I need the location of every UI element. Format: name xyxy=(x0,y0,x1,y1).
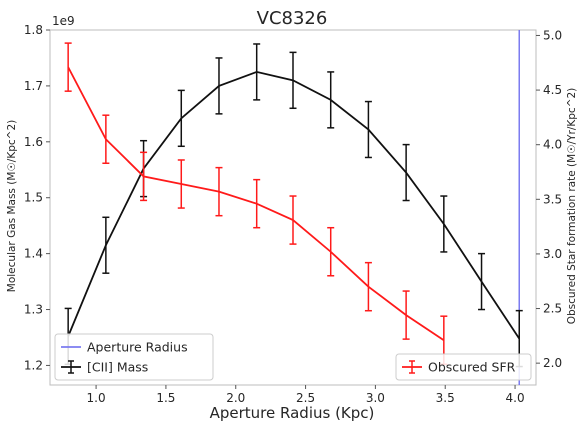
error-bar-cii-mass xyxy=(364,100,372,159)
legend-label: [CII] Mass xyxy=(87,360,148,375)
error-bar-obscured-sfr xyxy=(140,151,148,202)
y-left-tick-label: 1.5 xyxy=(24,191,43,205)
error-bar-cii-mass xyxy=(478,252,486,311)
legend: Obscured SFR xyxy=(395,353,532,381)
error-bar-cii-mass xyxy=(177,89,185,148)
y-right-tick-label: 5.0 xyxy=(543,28,562,42)
error-bar-obscured-sfr xyxy=(253,178,261,229)
plot-area: 1.0 1.5 2.0 2.5 3.0 3.5 4.0 1.2 1.3 1.4 1.5 1.6 1.7 1… xyxy=(24,23,562,405)
x-tick-label: 3.5 xyxy=(436,391,455,405)
y-right-tick-label: 2.0 xyxy=(543,356,562,370)
y-right-tick-label: 3.5 xyxy=(543,192,562,206)
y-left-tick-label: 1.8 xyxy=(24,23,43,37)
y-left-tick-label: 1.7 xyxy=(24,79,43,93)
error-bar-cii-mass xyxy=(440,195,448,253)
error-bar-obscured-sfr xyxy=(215,166,223,217)
error-bar-cii-mass xyxy=(402,143,410,202)
x-tick-label: 4.0 xyxy=(506,391,525,405)
error-bar-cii-mass xyxy=(215,57,223,115)
error-bar-obscured-sfr xyxy=(289,195,297,245)
legend-label: Aperture Radius xyxy=(87,340,188,355)
error-bar-obscured-sfr xyxy=(102,114,110,165)
y-right-tick-label: 4.5 xyxy=(543,83,562,97)
error-bar-obscured-sfr xyxy=(402,290,410,340)
y-axis-label-right: Obscured Star formation rate (M☉/Yr/Kpc^… xyxy=(566,88,578,325)
error-bar-cii-mass xyxy=(102,216,110,274)
x-tick-label: 1.0 xyxy=(87,391,106,405)
x-tick-label: 3.0 xyxy=(366,391,385,405)
error-bar-obscured-sfr xyxy=(177,159,185,209)
y-axis-label-left: Molecular Gas Mass (M☉/Kpc^2) xyxy=(6,120,18,292)
y-right-tick-label: 3.0 xyxy=(543,247,562,261)
legend-box xyxy=(54,333,214,381)
error-bar-cii-mass xyxy=(289,51,297,110)
y-right-tick-label: 2.5 xyxy=(543,302,562,316)
y-left-tick-label: 1.4 xyxy=(24,247,43,261)
legend-label: Obscured SFR xyxy=(428,360,516,375)
y-right-tick-label: 4.0 xyxy=(543,138,562,152)
x-tick-label: 2.5 xyxy=(296,391,315,405)
y-offset-text: 1e9 xyxy=(52,14,75,28)
y-left-tick-label: 1.2 xyxy=(24,358,43,372)
x-tick-label: 1.5 xyxy=(156,391,175,405)
error-bar-cii-mass xyxy=(327,71,335,129)
error-bar-obscured-sfr xyxy=(327,226,335,277)
error-bar-cii-mass xyxy=(253,43,261,101)
legend: Aperture Radius [CII] Mass xyxy=(54,333,214,381)
x-tick-label: 2.0 xyxy=(226,391,245,405)
y-left-tick-label: 1.3 xyxy=(24,303,43,317)
x-axis-label: Aperture Radius (Kpc) xyxy=(210,404,375,422)
y-left-tick-label: 1.6 xyxy=(24,135,43,149)
legend-box xyxy=(395,353,532,381)
chart-title: VC8326 xyxy=(257,8,328,29)
error-bar-obscured-sfr xyxy=(64,42,72,92)
error-bar-obscured-sfr xyxy=(364,261,372,312)
